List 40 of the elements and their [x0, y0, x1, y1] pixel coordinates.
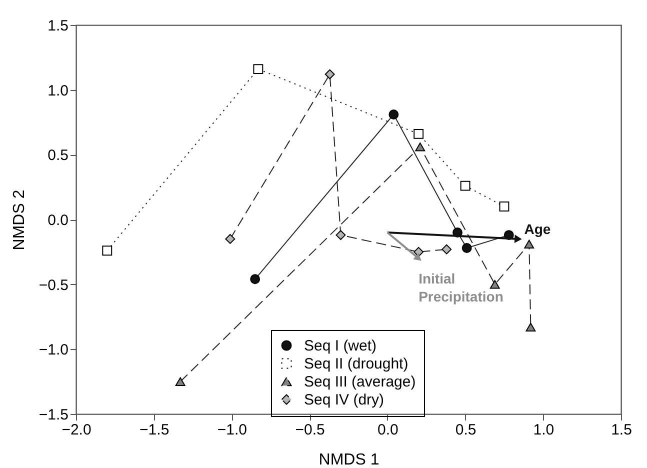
point [175, 377, 186, 386]
point [499, 202, 510, 212]
point [250, 274, 260, 284]
point [388, 110, 399, 120]
x-tick-label: −1.5 [140, 422, 170, 438]
point [414, 128, 424, 139]
legend-label: Seq III (average) [304, 374, 416, 390]
point [526, 322, 536, 332]
point [524, 240, 534, 249]
point [415, 142, 426, 152]
y-tick-label: −1.0 [38, 342, 68, 359]
y-tick-label: −0.5 [38, 276, 68, 294]
y-axis-title: NMDS 2 [10, 190, 28, 250]
y-tick-label: 0.0 [48, 212, 68, 229]
point [442, 244, 452, 254]
x-tick-label: −0.5 [295, 422, 325, 438]
x-tick-label: 1.0 [533, 422, 554, 438]
y-tick-label: 0.5 [48, 147, 68, 164]
legend-label: Seq IV (dry) [304, 392, 384, 408]
legend-label: Seq I (wet) [304, 338, 377, 354]
point [225, 234, 236, 244]
x-tick-label: 0.5 [455, 422, 476, 438]
point [102, 246, 112, 256]
point [460, 180, 470, 191]
point [490, 280, 500, 289]
annotation: Age [524, 220, 551, 237]
x-tick-label: −2.0 [62, 422, 92, 438]
x-tick-label: 0.0 [378, 422, 398, 438]
point [462, 243, 472, 253]
x-tick-label: 1.5 [611, 422, 632, 438]
y-tick-label: 1.0 [48, 82, 68, 100]
point [253, 64, 264, 74]
point [336, 230, 346, 240]
legend-label: Seq II (drought) [304, 356, 408, 372]
y-tick-label: −1.5 [38, 406, 68, 424]
annotation: Initial Precipitation [418, 270, 504, 304]
y-tick-label: 1.5 [48, 18, 68, 34]
x-tick-label: −1.0 [217, 422, 248, 438]
point [324, 69, 335, 80]
x-axis-title: NMDS 1 [318, 452, 380, 468]
